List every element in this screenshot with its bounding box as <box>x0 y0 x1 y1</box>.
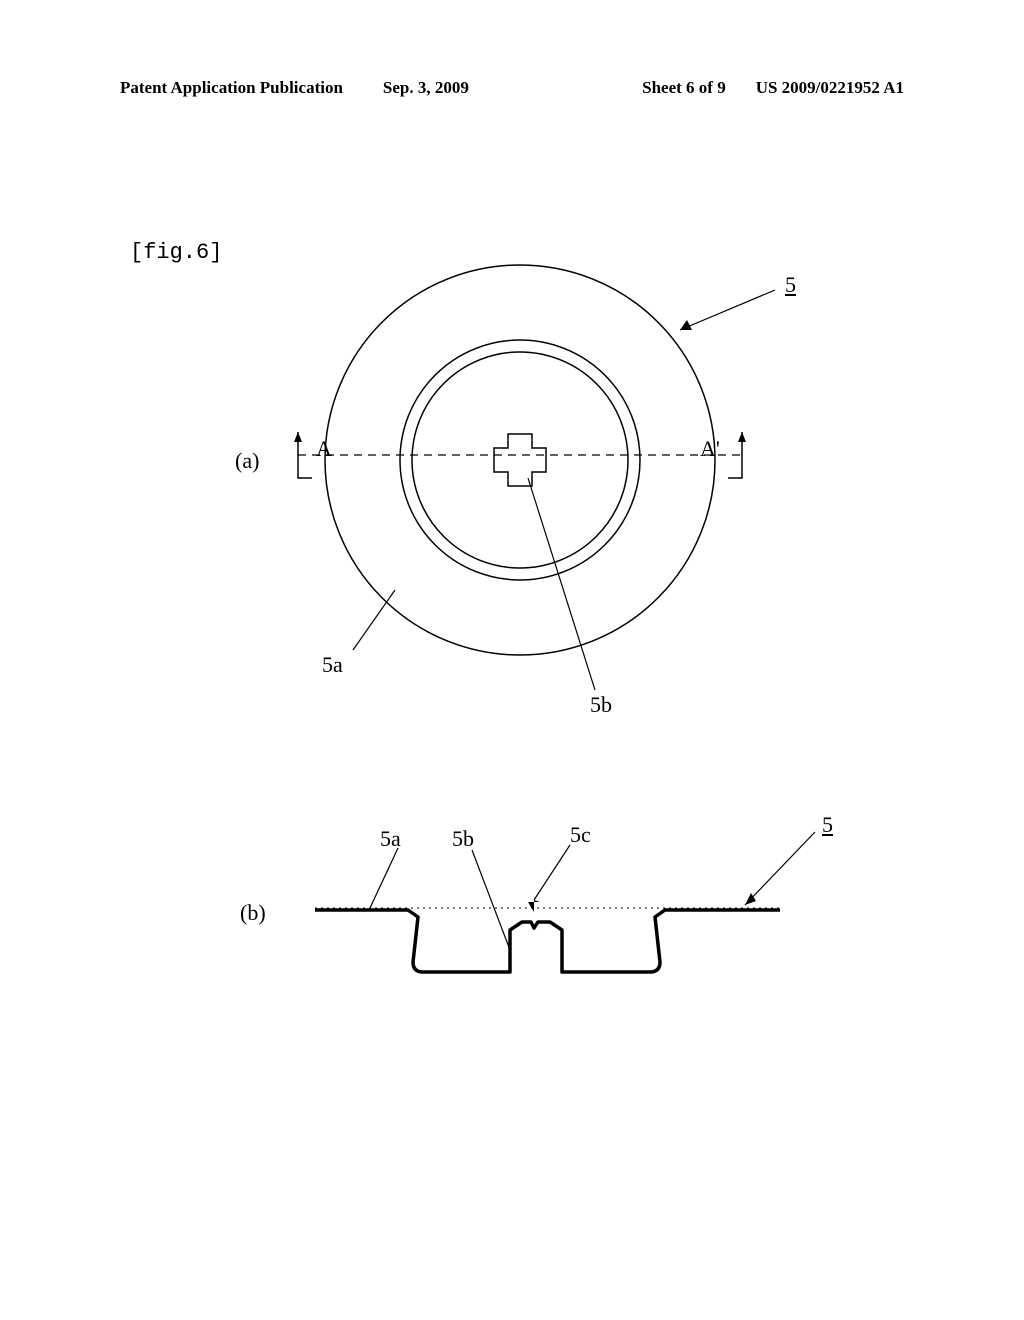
ref-5a-b: 5a <box>380 826 401 852</box>
ref-5c-b: 5c <box>570 822 591 848</box>
ref-5b-b: 5b <box>452 826 474 852</box>
ref-5-b: 5 <box>822 812 833 838</box>
figure-b-drawing <box>0 0 1024 1100</box>
